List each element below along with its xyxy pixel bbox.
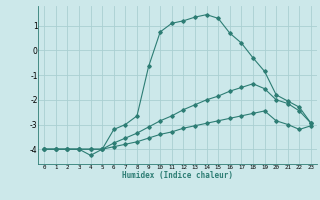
X-axis label: Humidex (Indice chaleur): Humidex (Indice chaleur) <box>122 171 233 180</box>
